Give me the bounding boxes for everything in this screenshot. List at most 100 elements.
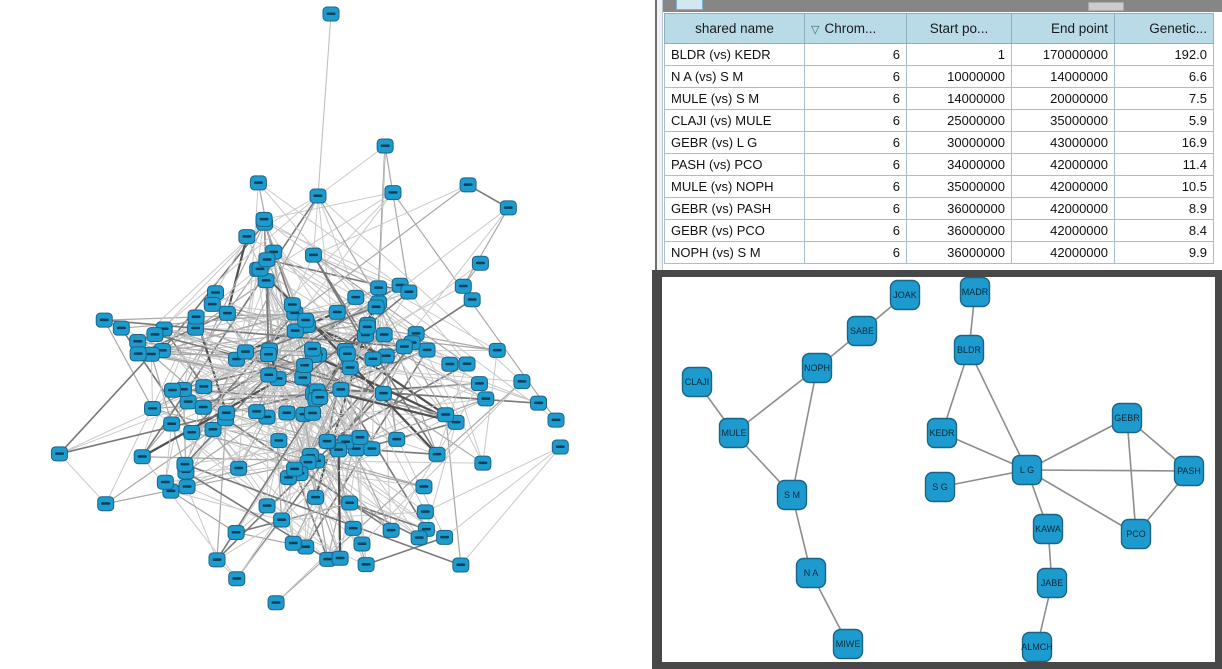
network-node[interactable]: [228, 571, 246, 587]
cell-value[interactable]: 42000000: [1011, 153, 1115, 176]
network-node[interactable]: [194, 399, 212, 415]
cell-value[interactable]: 35000000: [906, 175, 1012, 198]
network-node-MIWE[interactable]: MIWE: [832, 628, 864, 660]
cell-value[interactable]: 6.6: [1114, 65, 1214, 88]
network-node[interactable]: [428, 446, 446, 462]
network-node[interactable]: [203, 296, 221, 312]
network-node[interactable]: [376, 138, 394, 154]
network-node[interactable]: [129, 334, 147, 350]
network-node[interactable]: [311, 390, 329, 406]
network-node[interactable]: [458, 356, 476, 372]
subnetwork-edge-NOPH-S M[interactable]: [791, 367, 818, 496]
cell-value[interactable]: 43000000: [1011, 131, 1115, 154]
cell-value[interactable]: 35000000: [1011, 109, 1115, 132]
network-node[interactable]: [470, 376, 488, 392]
cell-value[interactable]: 25000000: [906, 109, 1012, 132]
network-node[interactable]: [477, 391, 495, 407]
network-node-LG[interactable]: L G: [1011, 454, 1043, 486]
main-network-canvas[interactable]: [0, 0, 655, 669]
subnetwork-edge-BLDR-L G[interactable]: [968, 349, 1028, 471]
network-node-PASH[interactable]: PASH: [1173, 455, 1205, 487]
network-node[interactable]: [307, 489, 325, 505]
subnetwork-edge-L G-PCO[interactable]: [1026, 469, 1137, 535]
cell-value[interactable]: 5.9: [1114, 109, 1214, 132]
network-node[interactable]: [418, 342, 436, 358]
network-node[interactable]: [374, 385, 392, 401]
network-node[interactable]: [146, 327, 164, 343]
cell-shared-name[interactable]: N A (vs) S M: [664, 65, 805, 88]
network-node[interactable]: [344, 520, 362, 536]
network-node-ALMCH[interactable]: ALMCH: [1021, 631, 1053, 662]
cell-value[interactable]: 30000000: [906, 131, 1012, 154]
network-node-JABE[interactable]: JABE: [1036, 567, 1068, 599]
network-node[interactable]: [176, 456, 194, 472]
network-node[interactable]: [370, 280, 388, 296]
network-node-KAWA[interactable]: KAWA: [1032, 513, 1064, 545]
network-node[interactable]: [204, 422, 222, 438]
cell-value[interactable]: 20000000: [1011, 87, 1115, 110]
cell-shared-name[interactable]: GEBR (vs) PASH: [664, 197, 805, 220]
cell-shared-name[interactable]: NOPH (vs) S M: [664, 241, 805, 264]
network-node[interactable]: [270, 433, 288, 449]
network-node[interactable]: [286, 461, 304, 477]
cell-value[interactable]: 192.0: [1114, 43, 1214, 66]
network-node[interactable]: [183, 425, 201, 441]
network-node[interactable]: [459, 177, 477, 193]
cell-value[interactable]: 16.9: [1114, 131, 1214, 154]
network-node[interactable]: [341, 495, 359, 511]
network-node[interactable]: [133, 449, 151, 465]
network-node[interactable]: [297, 312, 315, 328]
cell-value[interactable]: 6: [804, 43, 907, 66]
network-node[interactable]: [258, 252, 276, 268]
network-node-MADR[interactable]: MADR: [959, 277, 991, 308]
network-node-SM[interactable]: S M: [776, 479, 808, 511]
network-node[interactable]: [353, 536, 371, 552]
panel-tab[interactable]: [676, 0, 703, 10]
network-node[interactable]: [388, 431, 406, 447]
panel-splitter[interactable]: [655, 0, 663, 270]
network-node[interactable]: [328, 304, 346, 320]
cell-value[interactable]: 6: [804, 153, 907, 176]
cell-value[interactable]: 8.4: [1114, 219, 1214, 242]
network-node[interactable]: [178, 479, 196, 495]
network-node[interactable]: [163, 416, 181, 432]
network-node[interactable]: [304, 405, 322, 421]
network-node[interactable]: [375, 327, 393, 343]
cell-value[interactable]: 14000000: [906, 87, 1012, 110]
cell-value[interactable]: 34000000: [906, 153, 1012, 176]
network-node[interactable]: [322, 6, 340, 22]
filter-icon[interactable]: ▽: [811, 24, 820, 36]
network-node[interactable]: [248, 404, 266, 420]
cell-value[interactable]: 6: [804, 87, 907, 110]
cell-value[interactable]: 6: [804, 175, 907, 198]
network-node-BLDR[interactable]: BLDR: [953, 334, 985, 366]
network-node-SABE[interactable]: SABE: [846, 315, 878, 347]
scrollbar-chip[interactable]: [1088, 2, 1124, 11]
network-node[interactable]: [384, 185, 402, 201]
cell-value[interactable]: 36000000: [906, 197, 1012, 220]
network-node[interactable]: [50, 446, 68, 462]
network-node[interactable]: [454, 278, 472, 294]
network-node[interactable]: [112, 320, 130, 336]
cell-value[interactable]: 6: [804, 197, 907, 220]
cell-shared-name[interactable]: GEBR (vs) PCO: [664, 219, 805, 242]
network-node[interactable]: [363, 441, 381, 457]
network-node[interactable]: [351, 429, 369, 445]
network-node[interactable]: [347, 289, 365, 305]
network-node[interactable]: [547, 412, 565, 428]
network-node[interactable]: [437, 407, 455, 423]
network-node[interactable]: [415, 479, 433, 495]
subnetwork-edge-GEBR-PCO[interactable]: [1126, 417, 1137, 535]
network-node[interactable]: [255, 211, 273, 227]
network-node-NA[interactable]: N A: [795, 557, 827, 589]
network-node[interactable]: [218, 305, 236, 321]
network-node[interactable]: [436, 529, 454, 545]
cell-shared-name[interactable]: MULE (vs) S M: [664, 87, 805, 110]
cell-value[interactable]: 14000000: [1011, 65, 1115, 88]
cell-value[interactable]: 42000000: [1011, 241, 1115, 264]
column-header-sharedname[interactable]: shared name: [664, 13, 805, 44]
network-node[interactable]: [230, 460, 248, 476]
network-node[interactable]: [463, 292, 481, 308]
cell-value[interactable]: 10000000: [906, 65, 1012, 88]
cell-value[interactable]: 1: [906, 43, 1012, 66]
